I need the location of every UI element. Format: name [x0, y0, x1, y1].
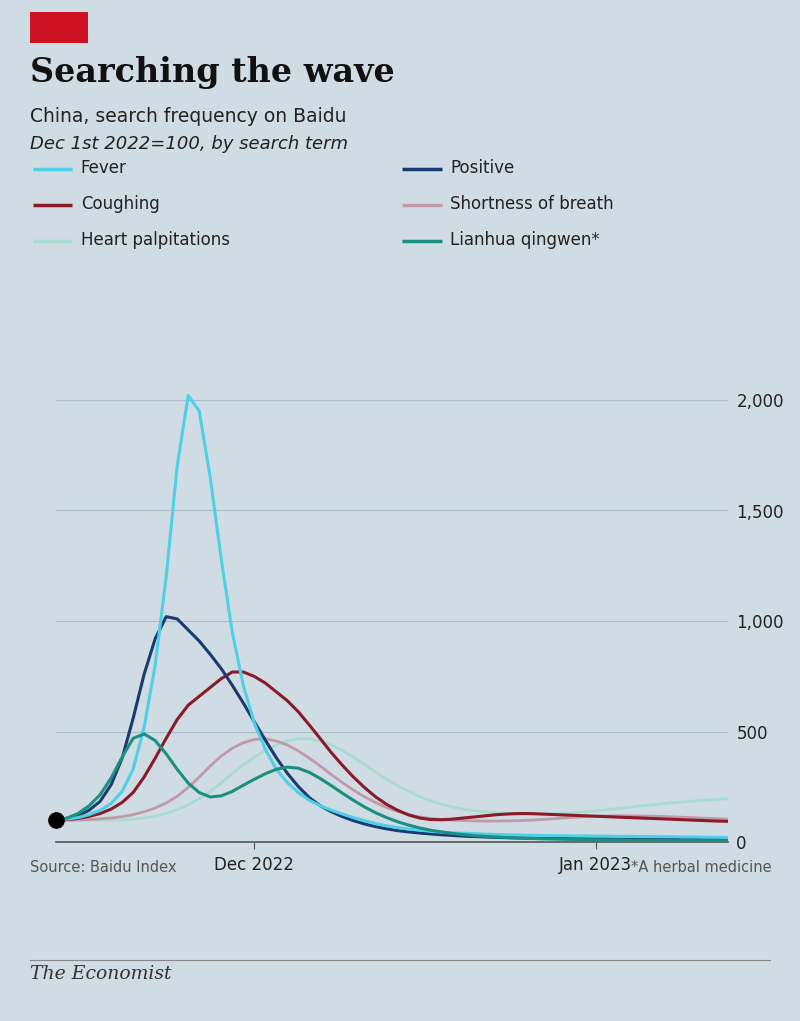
Text: Shortness of breath: Shortness of breath [450, 195, 614, 213]
Text: Lianhua qingwen*: Lianhua qingwen* [450, 231, 600, 249]
Text: Heart palpitations: Heart palpitations [81, 231, 230, 249]
Text: Coughing: Coughing [81, 195, 159, 213]
Text: Source: Baidu Index: Source: Baidu Index [30, 860, 177, 875]
Text: Positive: Positive [450, 159, 514, 178]
Text: Searching the wave: Searching the wave [30, 56, 395, 89]
Text: *A herbal medicine: *A herbal medicine [631, 860, 772, 875]
Text: The Economist: The Economist [30, 965, 172, 983]
Text: Fever: Fever [81, 159, 126, 178]
Text: China, search frequency on Baidu: China, search frequency on Baidu [30, 107, 347, 127]
Text: Dec 1st 2022=100, by search term: Dec 1st 2022=100, by search term [30, 135, 349, 153]
